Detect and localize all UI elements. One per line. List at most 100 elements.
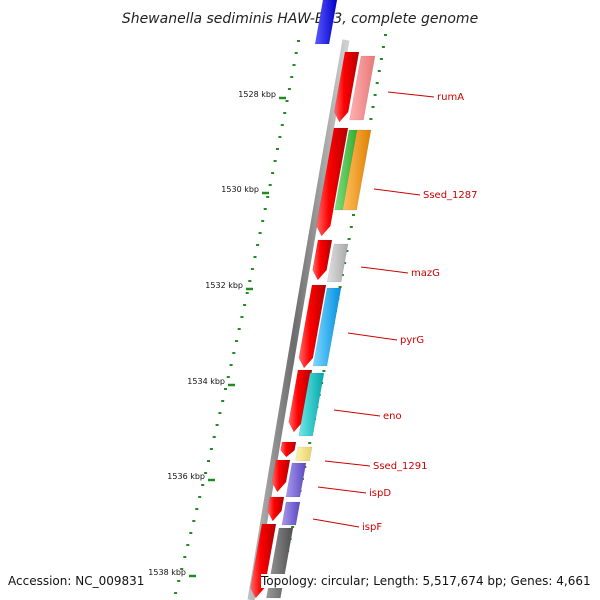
- feature-track: [250, 0, 376, 599]
- cds-arrow: [288, 369, 313, 433]
- minor-tick: [209, 448, 213, 450]
- minor-tick: [189, 532, 193, 534]
- minor-tick-inner: [379, 58, 383, 60]
- minor-tick: [204, 472, 208, 474]
- minor-tick: [212, 436, 216, 438]
- label-leader: [360, 266, 409, 274]
- minor-tick-inner: [377, 70, 381, 72]
- cds-arrow: [333, 51, 360, 123]
- minor-tick: [232, 352, 236, 354]
- minor-tick: [278, 136, 282, 138]
- accession-text: Accession: NC_009831: [8, 574, 145, 588]
- minor-tick: [192, 520, 196, 522]
- label-leader: [373, 188, 421, 196]
- minor-tick: [224, 388, 227, 390]
- minor-tick-inner: [371, 106, 375, 108]
- minor-tick: [297, 40, 300, 42]
- label-leader: [317, 486, 367, 494]
- gene-feature-pyrG: [312, 287, 342, 367]
- minor-tick-inner: [345, 250, 349, 252]
- tick-label: 1534 kbp: [187, 377, 225, 386]
- minor-tick: [268, 184, 272, 186]
- genome-summary-text: Topology: circular; Length: 5,517,674 bp…: [261, 574, 591, 588]
- tick-label: 1532 kbp: [205, 281, 243, 290]
- minor-tick-inner: [369, 118, 373, 120]
- minor-tick: [235, 340, 238, 342]
- minor-tick: [283, 112, 287, 114]
- label-leader: [347, 332, 398, 341]
- gene-label: eno: [383, 411, 402, 422]
- minor-tick: [174, 592, 178, 594]
- gene-label: mazG: [411, 268, 440, 279]
- minor-tick: [273, 160, 277, 162]
- gene-feature-eno: [298, 372, 325, 437]
- minor-tick-inner: [375, 82, 379, 84]
- minor-tick: [218, 412, 222, 414]
- minor-tick: [266, 196, 270, 198]
- minor-tick: [201, 484, 205, 486]
- minor-tick: [280, 124, 284, 126]
- minor-tick: [226, 376, 230, 378]
- tick-label: 1530 kbp: [221, 185, 259, 194]
- minor-tick: [258, 232, 262, 234]
- minor-tick: [253, 256, 257, 258]
- minor-tick-inner: [373, 94, 377, 96]
- minor-tick: [221, 400, 225, 402]
- minor-tick: [294, 52, 298, 54]
- minor-tick: [290, 76, 294, 78]
- ruler-major-ticks: 1528 kbp 1530 kbp 1532 kbp 1534 kbp 1536 kbp…: [148, 90, 286, 578]
- minor-tick-inner: [322, 370, 326, 372]
- minor-tick-inner: [384, 34, 387, 36]
- minor-tick: [195, 508, 199, 510]
- label-leader: [324, 460, 371, 467]
- minor-tick-inner: [338, 286, 342, 288]
- gene-labels: rumA Ssed_1287 mazG pyrG eno Ssed_1291 ispD isp…: [312, 91, 478, 533]
- gene-feature-ispD: [285, 462, 307, 498]
- minor-tick-inner: [347, 238, 351, 240]
- gene-label: rumA: [437, 92, 464, 103]
- minor-tick-inner: [381, 46, 385, 48]
- minor-tick: [180, 568, 184, 570]
- cds-arrow: [312, 239, 333, 281]
- gene-label: ispD: [369, 488, 391, 499]
- minor-tick-inner: [352, 214, 355, 216]
- minor-tick: [237, 328, 241, 330]
- minor-tick: [243, 304, 247, 306]
- gene-feature-mazG: [326, 243, 349, 283]
- gene-feature-Ssed_1287-b: [342, 129, 372, 211]
- minor-tick: [186, 544, 190, 546]
- minor-tick: [261, 220, 265, 222]
- minor-tick: [250, 268, 254, 270]
- minor-tick: [183, 556, 187, 558]
- minor-tick: [198, 496, 202, 498]
- cds-arrow: [280, 441, 297, 458]
- minor-tick: [248, 280, 252, 282]
- map-title: Shewanella sediminis HAW-EB3, complete g…: [122, 11, 478, 27]
- minor-tick-inner: [308, 442, 312, 444]
- label-leader: [333, 409, 381, 417]
- tick-label: 1536 kbp: [167, 472, 205, 481]
- label-leader: [387, 91, 435, 98]
- minor-tick: [229, 364, 233, 366]
- gene-feature-ispF: [281, 501, 301, 526]
- feature-arrow: [314, 0, 338, 45]
- minor-tick-inner: [291, 526, 295, 528]
- cds-arrow: [250, 523, 277, 599]
- minor-tick: [245, 292, 249, 294]
- backbone: [247, 39, 350, 600]
- minor-tick: [256, 244, 260, 246]
- cds-arrow: [316, 127, 349, 237]
- minor-tick: [177, 580, 181, 582]
- label-leader: [312, 518, 360, 528]
- gene-feature-rumA: [349, 55, 376, 121]
- tick-label: 1538 kbp: [148, 568, 186, 577]
- gene-label: pyrG: [400, 335, 424, 346]
- cds-arrow: [298, 284, 327, 369]
- minor-tick: [263, 208, 267, 210]
- minor-tick-inner: [349, 226, 353, 228]
- minor-tick: [285, 100, 289, 102]
- minor-tick: [271, 172, 275, 174]
- gene-feature-Ssed_1291: [295, 446, 313, 462]
- minor-tick-inner: [343, 262, 347, 264]
